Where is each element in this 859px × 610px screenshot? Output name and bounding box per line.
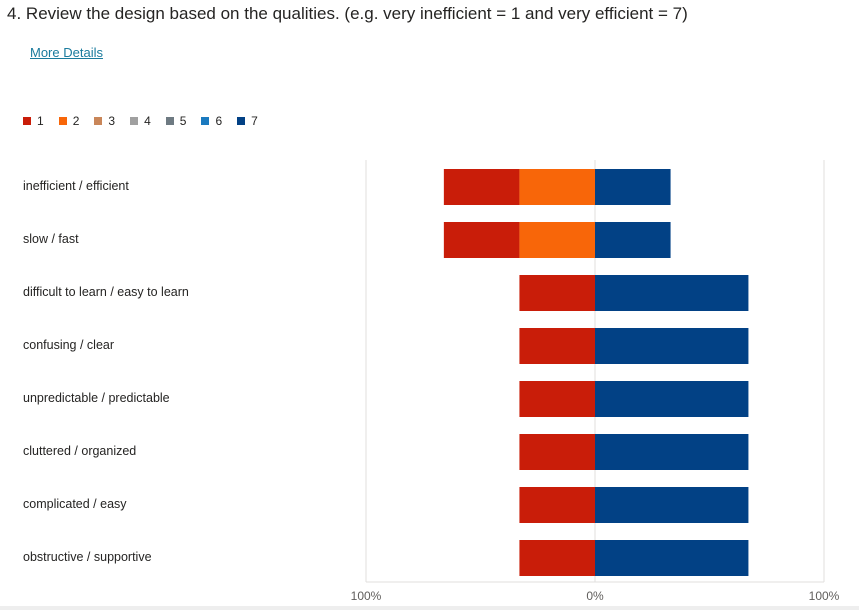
legend-swatch-2 [58,117,67,125]
legend-label-5: 5 [179,114,187,128]
bar-7[interactable] [595,434,749,470]
question-number: 4. [7,4,22,23]
legend-item-6[interactable]: 6 [201,114,222,128]
bar-1[interactable] [519,487,595,523]
question-title: 4. Review the design based on the qualit… [7,4,688,24]
bar-1[interactable] [443,169,520,205]
category-label: complicated / easy [23,497,127,511]
legend-item-1[interactable]: 1 [23,114,44,128]
legend-item-7[interactable]: 7 [237,114,258,128]
legend-swatch-7 [237,117,246,125]
bar-2[interactable] [519,222,595,258]
bar-1[interactable] [519,540,595,576]
bar-7[interactable] [595,540,749,576]
category-label: inefficient / efficient [23,179,129,193]
legend-label-3: 3 [108,114,116,128]
legend-item-2[interactable]: 2 [58,114,80,128]
legend-label-6: 6 [215,114,223,128]
category-label: obstructive / supportive [23,550,152,564]
bar-1[interactable] [443,222,520,258]
bar-7[interactable] [595,487,749,523]
bar-7[interactable] [595,275,749,311]
legend-swatch-5 [165,117,174,125]
legend-label-7: 7 [251,114,258,128]
category-label: cluttered / organized [23,444,137,458]
category-label: slow / fast [23,232,79,246]
bar-1[interactable] [519,434,595,470]
bar-1[interactable] [519,328,595,364]
legend-label-2: 2 [72,114,80,128]
bar-1[interactable] [519,275,595,311]
bar-7[interactable] [595,381,749,417]
chart-legend: 1 2 3 4 5 6 7 [23,114,273,128]
x-tick-label: 0% [586,589,604,603]
legend-swatch-3 [94,117,103,125]
legend-swatch-6 [201,117,210,125]
bar-7[interactable] [595,328,749,364]
category-label: unpredictable / predictable [23,391,170,405]
bar-1[interactable] [519,381,595,417]
legend-item-3[interactable]: 3 [94,114,115,128]
legend-item-5[interactable]: 5 [165,114,187,128]
bar-2[interactable] [519,169,595,205]
legend-swatch-1 [23,117,31,125]
category-label: difficult to learn / easy to learn [23,285,189,299]
x-tick-label: 100% [351,589,382,603]
page-bottom-edge [0,606,859,610]
bar-7[interactable] [595,169,671,205]
x-tick-label: 100% [809,589,840,603]
legend-label-1: 1 [37,114,44,128]
more-details-link[interactable]: More Details [30,45,103,60]
legend-swatch-4 [130,117,139,125]
question-text: Review the design based on the qualities… [25,4,688,23]
legend-label-4: 4 [144,114,151,128]
category-label: confusing / clear [23,338,115,352]
legend-item-4[interactable]: 4 [130,114,151,128]
bar-7[interactable] [595,222,671,258]
